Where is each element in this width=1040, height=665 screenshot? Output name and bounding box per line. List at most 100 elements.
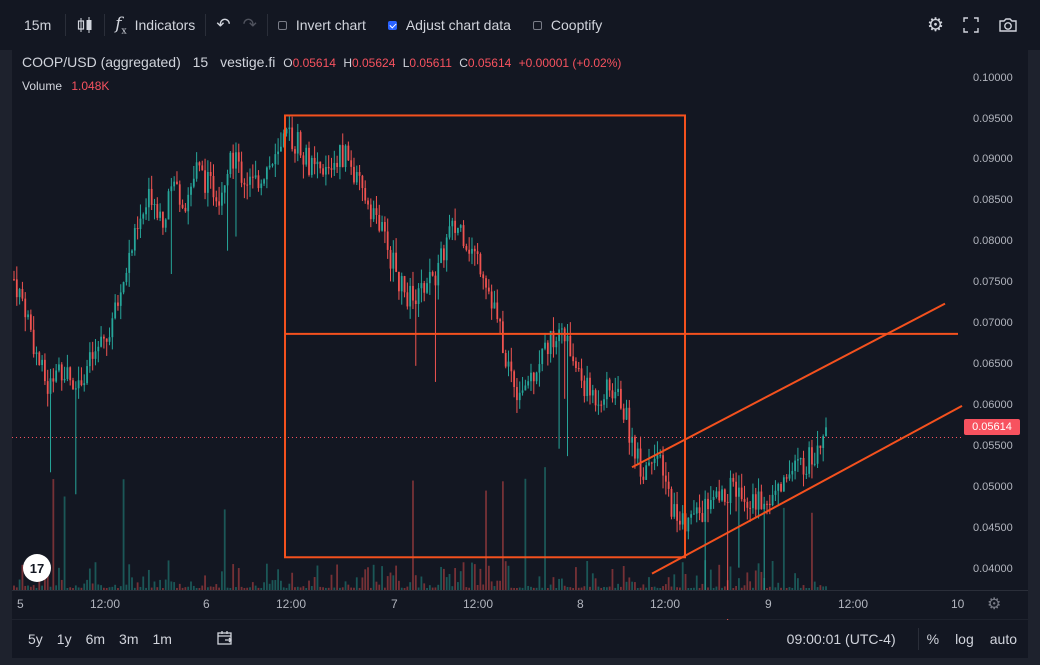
candle-body xyxy=(819,445,822,448)
chart-type-button[interactable] xyxy=(76,16,94,34)
volume-bar xyxy=(518,587,521,590)
volume-bar xyxy=(159,579,162,590)
volume-bar xyxy=(333,587,336,590)
candle-body xyxy=(254,175,257,178)
volume-bar xyxy=(277,569,280,590)
time-tick-label: 5 xyxy=(17,597,24,611)
bottom-toolbar: 5y 1y 6m 3m 1m 09:00:01 (UTC-4) % log auto xyxy=(12,620,1028,658)
volume-bar xyxy=(167,560,170,590)
candle-body xyxy=(125,272,128,283)
candle-body xyxy=(173,181,176,187)
candle-body xyxy=(426,283,428,293)
volume-bar xyxy=(614,587,617,590)
candle-body xyxy=(310,157,313,175)
candle-body xyxy=(487,287,490,292)
candle-body xyxy=(114,302,117,319)
candle-body xyxy=(788,474,791,479)
chart-pane[interactable] xyxy=(12,50,962,590)
volume-bar xyxy=(631,581,634,590)
candle-body xyxy=(226,174,229,186)
candle-body xyxy=(403,276,406,293)
volume-bar xyxy=(263,582,265,590)
settings-button[interactable]: ⚙ xyxy=(927,14,944,37)
volume-bar xyxy=(392,575,395,590)
range-button-3m[interactable]: 3m xyxy=(119,631,139,647)
percent-toggle[interactable]: % xyxy=(926,631,940,647)
candle-body xyxy=(55,370,58,382)
candle-body xyxy=(218,201,221,206)
candle-body xyxy=(285,129,288,134)
volume-bar xyxy=(49,586,52,590)
volume-bar xyxy=(490,581,493,590)
screenshot-button[interactable] xyxy=(998,16,1018,34)
cooptify-checkbox[interactable]: Cooptify xyxy=(532,17,602,33)
candle-body xyxy=(353,166,355,183)
candle-body xyxy=(690,514,693,518)
price-axis[interactable] xyxy=(962,50,1028,590)
candle-body xyxy=(667,481,670,489)
volume-bar xyxy=(302,586,305,590)
range-button-6m[interactable]: 6m xyxy=(85,631,106,647)
gear-icon: ⚙ xyxy=(926,14,944,36)
volume-bar xyxy=(645,587,648,590)
volume-bar xyxy=(516,587,518,590)
volume-bar xyxy=(375,581,378,590)
indicators-button[interactable]: fx Indicators xyxy=(115,14,195,36)
candle-body xyxy=(504,352,507,367)
go-to-date-button[interactable] xyxy=(216,630,234,649)
candle-body xyxy=(305,147,308,165)
legend-source: vestige.fi xyxy=(220,54,276,70)
volume-bar xyxy=(358,587,361,590)
candle-body xyxy=(139,218,142,230)
redo-button[interactable]: ↷ xyxy=(243,15,257,35)
volume-bar xyxy=(605,587,608,590)
candle-body xyxy=(133,228,136,251)
candle-body xyxy=(221,192,223,206)
volume-bar xyxy=(86,579,88,590)
volume-bar xyxy=(142,576,145,590)
candle-body xyxy=(555,341,558,348)
candle-body xyxy=(232,152,235,169)
undo-button[interactable]: ↶ xyxy=(216,15,230,35)
range-button-1m[interactable]: 1m xyxy=(152,631,172,647)
volume-bar xyxy=(723,586,726,590)
candle-body xyxy=(732,477,735,482)
volume-bar xyxy=(201,585,204,590)
candle-body xyxy=(355,172,358,183)
candle-body xyxy=(339,145,341,167)
volume-bar xyxy=(499,580,501,590)
candle-body xyxy=(91,352,94,359)
candle-body xyxy=(707,498,709,510)
volume-bar xyxy=(198,588,201,590)
invert-chart-checkbox[interactable]: Invert chart xyxy=(277,17,366,33)
fullscreen-button[interactable] xyxy=(962,16,980,34)
candle-body xyxy=(603,399,605,405)
adjust-chart-data-label: Adjust chart data xyxy=(405,17,511,33)
volume-bar xyxy=(510,587,513,590)
range-button-1y[interactable]: 1y xyxy=(56,631,72,647)
candle-body xyxy=(291,127,294,150)
candle-body xyxy=(299,132,302,156)
candle-body xyxy=(518,392,521,401)
log-toggle[interactable]: log xyxy=(955,631,974,647)
high-value: 0.05624 xyxy=(351,56,396,70)
adjust-chart-data-checkbox[interactable]: Adjust chart data xyxy=(387,17,511,33)
auto-toggle[interactable]: auto xyxy=(989,631,1017,647)
candle-body xyxy=(100,336,103,347)
volume-bar xyxy=(440,566,442,590)
top-toolbar: 15m fx Indicators ↶ ↷ Invert chart Adjus… xyxy=(0,0,1040,50)
candle-body xyxy=(263,179,265,184)
interval-button[interactable]: 15m xyxy=(24,17,51,33)
volume-bar xyxy=(223,509,226,590)
volume-bar xyxy=(572,587,575,590)
volume-bar xyxy=(544,467,546,590)
candle-body xyxy=(52,378,55,382)
range-button-5y[interactable]: 5y xyxy=(28,631,43,647)
time-axis[interactable] xyxy=(12,590,1028,619)
axis-settings-button[interactable]: ⚙ xyxy=(987,594,1001,614)
volume-bar xyxy=(100,585,103,590)
volume-bar xyxy=(819,585,822,590)
volume-bar xyxy=(69,587,72,590)
candle-body xyxy=(513,371,516,388)
